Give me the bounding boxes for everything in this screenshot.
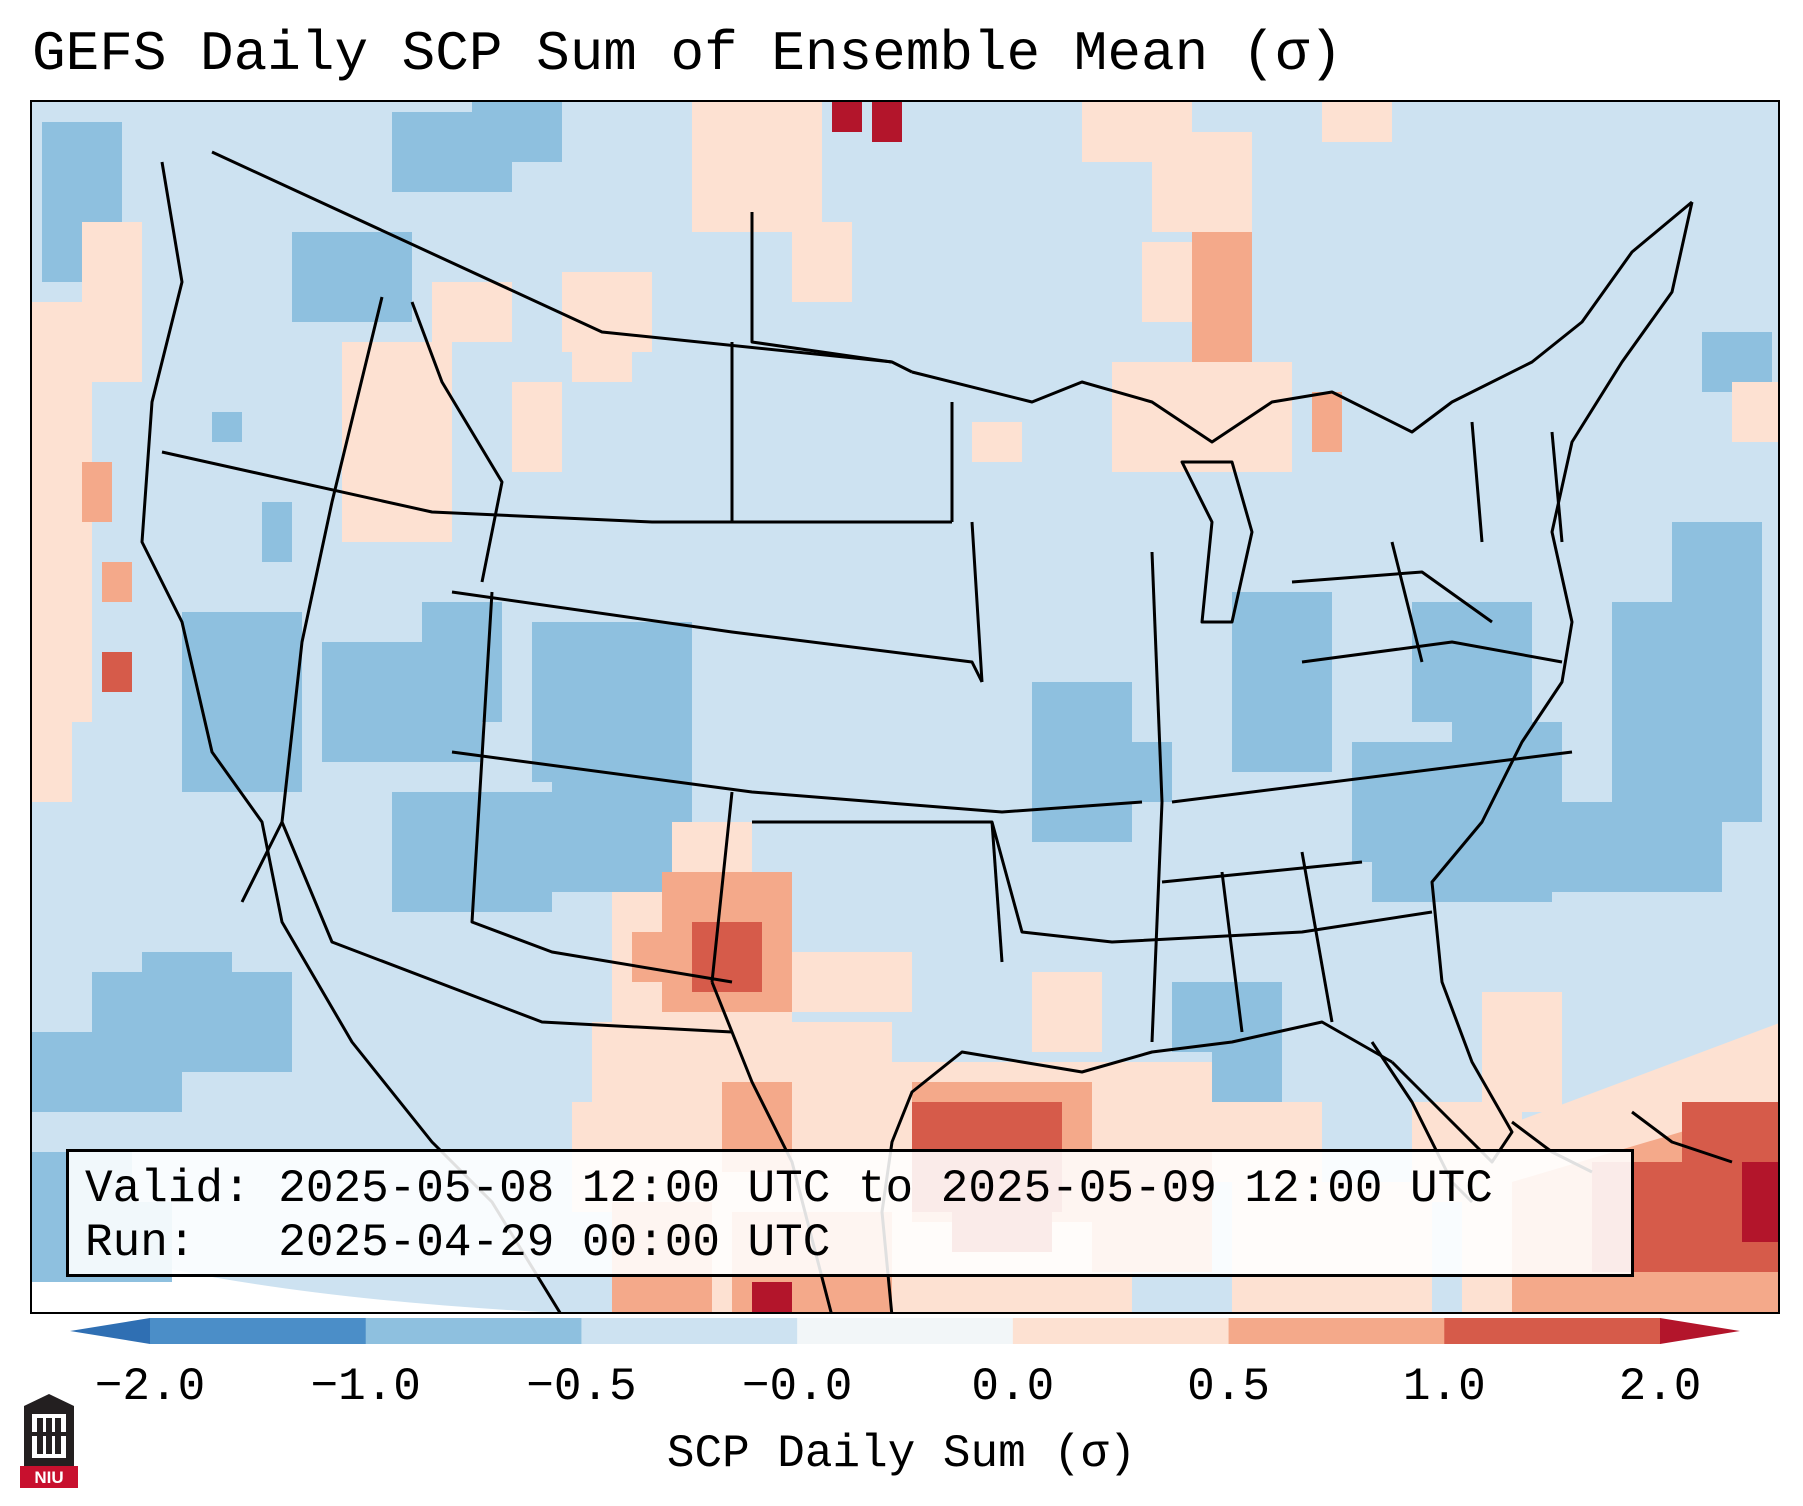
map-title: GEFS Daily SCP Sum of Ensemble Mean (σ)	[32, 22, 1343, 86]
colorbar-bin	[1228, 1318, 1445, 1344]
colorbar-tick-label: −1.0	[310, 1361, 421, 1413]
run-row: Run: 2025-04-29 00:00 UTC	[85, 1216, 1615, 1270]
logo-text: NIU	[34, 1468, 63, 1487]
validity-info-box: Valid: 2025-05-08 12:00 UTC to 2025-05-0…	[66, 1149, 1634, 1277]
colorbar-label: SCP Daily Sum (σ)	[666, 1428, 1137, 1480]
projection-edge	[32, 1232, 543, 1312]
colorbar-tick-label: 0.0	[971, 1361, 1055, 1413]
valid-value: 2025-05-08 12:00 UTC to 2025-05-09 12:00…	[278, 1163, 1493, 1215]
colorbar	[70, 1318, 1740, 1344]
run-label: Run:	[85, 1217, 196, 1269]
valid-label: Valid:	[85, 1163, 251, 1215]
colorbar-bin	[150, 1318, 367, 1344]
colorbar-bin	[1012, 1318, 1230, 1344]
colorbar-bin	[581, 1318, 798, 1344]
colorbar-bin	[797, 1318, 1014, 1344]
valid-row: Valid: 2025-05-08 12:00 UTC to 2025-05-0…	[85, 1162, 1615, 1216]
colorbar-tick-label: 1.0	[1402, 1361, 1486, 1413]
colorbar-tick-label: 0.5	[1187, 1361, 1270, 1413]
colorbar-extend-high	[1660, 1318, 1740, 1344]
colorbar-bin	[365, 1318, 582, 1344]
map-panel	[30, 100, 1780, 1314]
colorbar-tick-label: −2.0	[94, 1361, 206, 1413]
colorbar-extend-low	[70, 1318, 150, 1344]
colorbar-bin	[1444, 1318, 1661, 1344]
colorbar-tick-label: −0.5	[526, 1361, 637, 1413]
colorbar-tick-label: 2.0	[1618, 1361, 1702, 1413]
colorbar-tick-label: −0.0	[741, 1361, 853, 1413]
scp-map-canvas	[32, 102, 1778, 1312]
run-value: 2025-04-29 00:00 UTC	[278, 1217, 831, 1269]
niu-tower-logo: NIU	[20, 1394, 78, 1488]
positive-anomaly-patches-extreme	[752, 102, 1778, 1312]
